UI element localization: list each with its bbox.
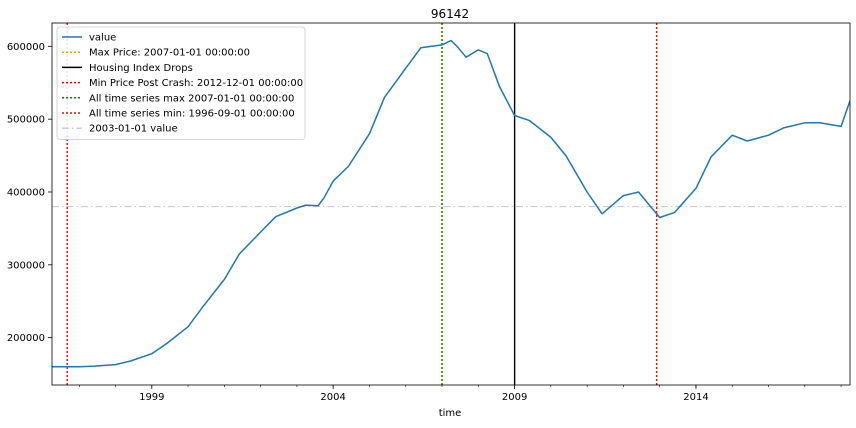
legend-box: [56, 26, 306, 140]
x-tick-label: 2004: [320, 392, 345, 403]
y-tick-label: 500000: [7, 115, 45, 126]
y-tick-label: 400000: [7, 187, 45, 198]
legend-label: Housing Index Drops: [89, 63, 193, 74]
y-tick-label: 300000: [7, 260, 45, 271]
legend: value Max Price: 2007-01-01 00:00:00 Housi…: [56, 26, 306, 140]
series-line-value: [52, 39, 850, 368]
axes: 200000 300000 400000 500000 600000 1999 2004 20…: [7, 22, 851, 403]
chart-title: 96142: [431, 7, 469, 21]
legend-label: Min Price Post Crash: 2012-12-01 00:00:0…: [89, 78, 303, 89]
legend-label: 2003-01-01 value: [89, 124, 178, 135]
y-tick-label: 600000: [7, 42, 45, 53]
legend-label: value: [89, 33, 116, 44]
legend-label: All time series max 2007-01-01 00:00:00: [89, 93, 294, 104]
x-tick-label: 2014: [683, 392, 708, 403]
legend-label: All time series min: 1996-09-01 00:00:00: [89, 109, 295, 120]
plot-frame: [51, 22, 851, 386]
y-tick-label: 200000: [7, 333, 45, 344]
x-tick-label: 2009: [502, 392, 527, 403]
x-tick-label: 1999: [139, 392, 164, 403]
x-axis-label: time: [439, 408, 462, 419]
legend-label: Max Price: 2007-01-01 00:00:00: [89, 48, 250, 59]
